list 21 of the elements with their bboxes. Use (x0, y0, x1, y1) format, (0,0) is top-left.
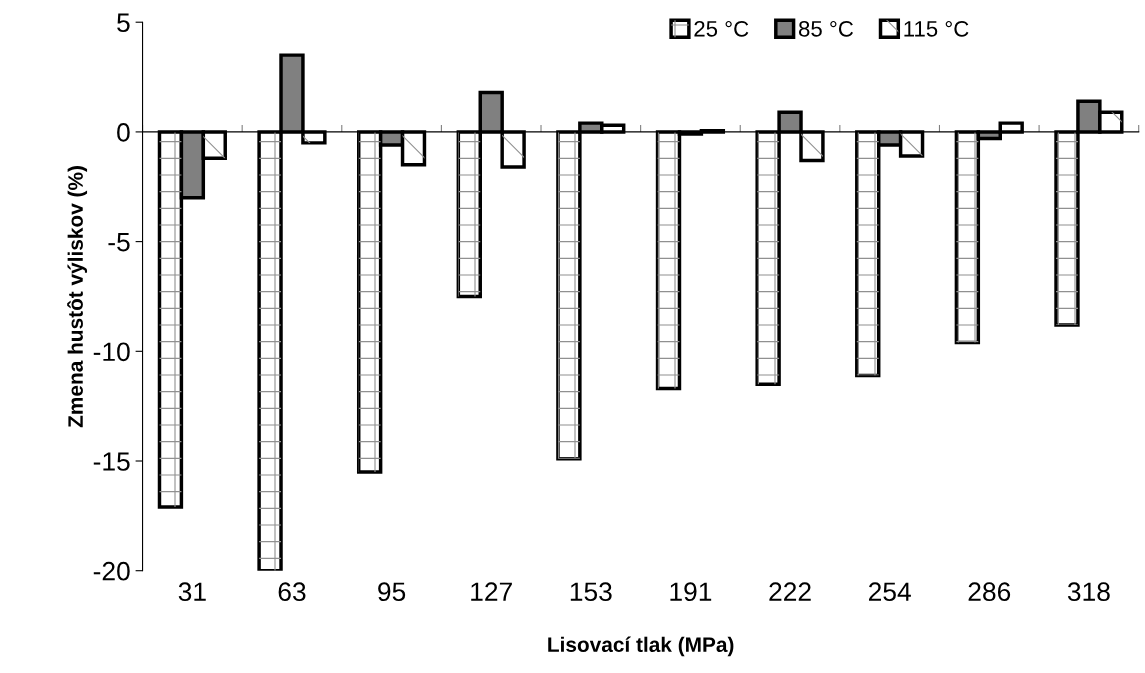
x-tick-label: 254 (868, 582, 911, 602)
legend-label: 25 °C (694, 20, 749, 37)
legend-label: 85 °C (798, 20, 854, 37)
x-tick-label: 153 (570, 582, 612, 602)
x-tick-label: 286 (968, 582, 1011, 602)
y-tick-label: -5 (108, 233, 130, 252)
x-tick-label: 95 (378, 582, 406, 602)
y-tick-label: -20 (93, 561, 130, 581)
x-tick-label: 318 (1067, 582, 1110, 602)
x-tick-label: 63 (278, 582, 306, 602)
x-tick-label: 31 (178, 582, 206, 602)
legend-label: 115 °C (904, 20, 969, 37)
y-tick-label: 5 (117, 13, 130, 33)
y-tick-label: -10 (93, 342, 130, 362)
x-tick-label: 222 (769, 582, 811, 601)
y-tick-label: 0 (117, 123, 130, 142)
x-axis-title: Lisovací tlak (MPa) (548, 636, 734, 657)
x-tick-label: 127 (471, 582, 512, 601)
y-tick-label: -15 (93, 452, 130, 471)
x-tick-label: 191 (670, 582, 712, 602)
y-axis-title: Zmena hustôt výliskov (%) (67, 166, 88, 428)
